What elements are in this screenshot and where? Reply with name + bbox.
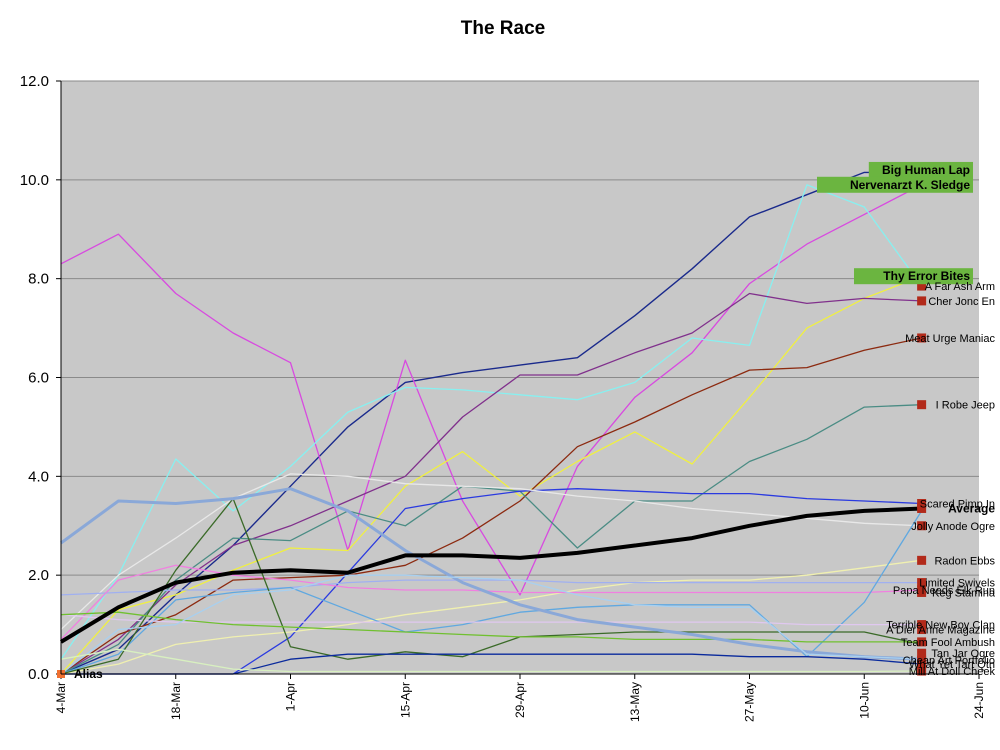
- series-line: [60, 559, 922, 675]
- series-line: [59, 506, 922, 644]
- series-line: [60, 564, 922, 640]
- series-label: Terrible New Boy Clan: [886, 620, 995, 632]
- x-tick-label: 4-Mar: [54, 682, 68, 713]
- series-line: [60, 404, 922, 675]
- series-end-marker: [917, 521, 927, 531]
- series-line: [60, 648, 922, 673]
- series-label: Radon Ebbs: [934, 555, 995, 567]
- series-end-marker: [917, 499, 927, 509]
- y-tick-label: 4.0: [28, 468, 49, 485]
- x-tick-label: 13-May: [628, 682, 642, 722]
- series-line: [60, 473, 922, 630]
- series-label: Thy Error Bites: [883, 269, 970, 283]
- series-end-marker: [917, 296, 927, 306]
- x-tick-label: 24-Jun: [972, 682, 986, 719]
- series-line: [60, 579, 922, 596]
- series-end-marker: [917, 281, 927, 291]
- series-line: [60, 574, 922, 675]
- x-tick-label: 10-Jun: [857, 682, 871, 719]
- series-line: [60, 611, 922, 643]
- x-tick-label: 27-May: [743, 682, 757, 722]
- x-tick-label: 1-Apr: [284, 682, 298, 711]
- y-tick-label: 6.0: [28, 370, 49, 387]
- x-tick-label: 18-Mar: [169, 682, 183, 720]
- series-end-marker: [917, 503, 927, 513]
- series-end-marker: [917, 587, 927, 597]
- series-label: Keg Stamina: [932, 587, 996, 599]
- series-label: Nervenarzt K. Sledge: [850, 178, 970, 192]
- series-end-marker: [917, 555, 927, 565]
- series-line: [60, 497, 922, 675]
- series-label: Meat Urge Maniac: [905, 333, 995, 345]
- series-end-marker: [917, 666, 927, 676]
- y-axis-ticks: 0.0 2.0 4.0 6.0 8.0 10.0 12.0: [20, 73, 61, 683]
- x-tick-label: 15-Apr: [398, 682, 412, 718]
- series-line: [60, 292, 922, 675]
- series-end-marker: [917, 637, 927, 647]
- series-label: What Yet Tart Qtn: [909, 659, 995, 671]
- series-label: Cher Jonc En: [928, 296, 995, 308]
- series-line: [60, 337, 922, 675]
- series-label: A Dier Anne Magazine: [886, 625, 995, 637]
- series-label: Average: [948, 501, 995, 515]
- series-label: Cheap Art Portfolio: [903, 655, 995, 667]
- series-end-marker: [917, 648, 927, 658]
- series-label: Big Human Lap: [882, 163, 970, 177]
- chart-title: The Race: [461, 18, 545, 39]
- x-tick-label: 29-Apr: [513, 682, 527, 718]
- series-end-marker: [917, 578, 927, 588]
- y-tick-label: 12.0: [20, 73, 49, 90]
- series-label-badge: [854, 268, 973, 285]
- y-tick-label: 2.0: [28, 567, 49, 584]
- x-axis-ticks: 4-Mar 18-Mar 1-Apr 15-Apr 29-Apr 13-May 27-May…: [54, 674, 986, 722]
- series-label: Limited Swivels: [919, 578, 995, 590]
- series-label: I Robe Jeep: [936, 400, 995, 412]
- y-tick-label: 8.0: [28, 271, 49, 288]
- series-end-marker: [917, 620, 927, 630]
- series-lines: [59, 171, 923, 675]
- series-end-marker: [917, 333, 927, 343]
- series-label-badge: [817, 176, 973, 193]
- series-label: Scared Pimp In: [920, 499, 995, 511]
- series-label: Team Fool Ambush: [901, 637, 995, 649]
- series-end-marker: [917, 659, 927, 669]
- series-label-badge: [868, 161, 973, 178]
- series-label: Jolly Anode Ogre: [911, 521, 995, 533]
- series-end-marker: [917, 625, 927, 635]
- series-label: Tan Jar Ogre: [931, 648, 995, 660]
- series-label: Mill At Doll Cheek: [909, 666, 996, 678]
- series-line: [60, 487, 922, 661]
- series-label: A Far Ash Arm: [925, 281, 995, 293]
- y-tick-label: 10.0: [20, 172, 49, 189]
- series-end-marker: [917, 400, 927, 410]
- series-line: [60, 275, 922, 675]
- series-label: Papa Needs Elk Run: [893, 585, 995, 597]
- y-tick-label: 0.0: [28, 666, 49, 683]
- series-line: [60, 184, 923, 660]
